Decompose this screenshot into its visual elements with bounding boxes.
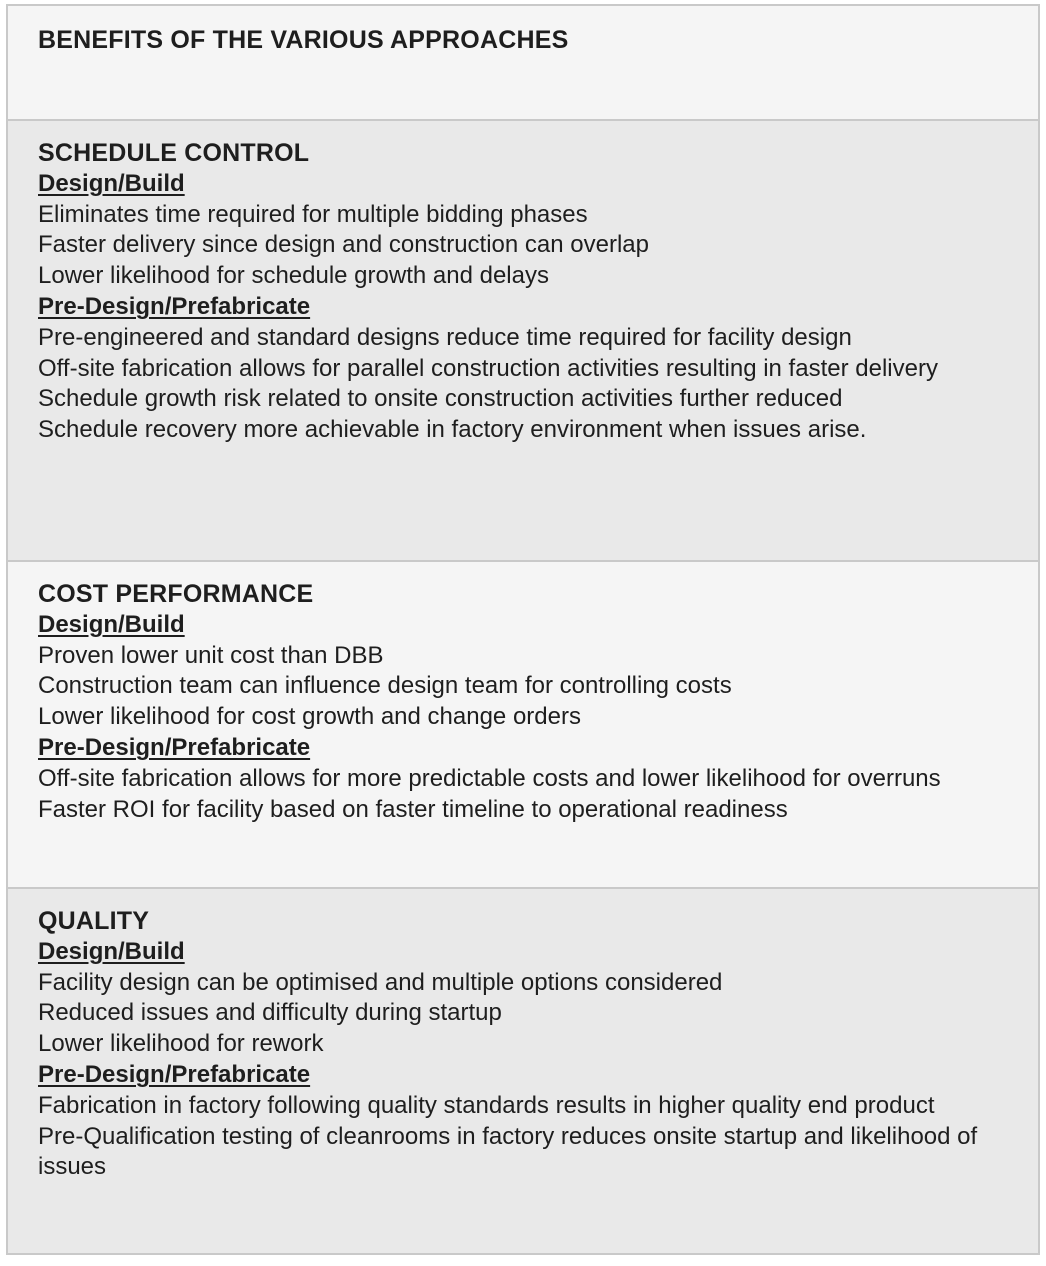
benefit-line: Pre-engineered and standard designs redu… [38,323,852,351]
subsection-heading-pre-design-prefabricate: Pre-Design/Prefabricate [38,733,311,761]
subsection-heading-design-build: Design/Build [38,169,185,197]
benefits-table: BENEFITS OF THE VARIOUS APPROACHES SCHED… [6,4,1040,1255]
benefit-line: Reduced issues and difficulty during sta… [38,999,502,1027]
benefit-line: Proven lower unit cost than DBB [38,641,384,669]
section-title: SCHEDULE CONTROL [38,139,310,167]
benefit-line: Off-site fabrication allows for more pre… [38,764,941,792]
benefit-line: Off-site fabrication allows for parallel… [38,354,938,382]
subsection-heading-design-build: Design/Build [38,937,185,965]
section-schedule-control: SCHEDULE CONTROL Design/Build Eliminates… [8,119,1038,560]
benefit-line: Construction team can influence design t… [38,672,732,700]
benefit-line: Facility design can be optimised and mul… [38,968,723,996]
section-cost-performance: COST PERFORMANCE Design/Build Proven low… [8,560,1038,887]
benefit-line: Fabrication in factory following quality… [38,1091,935,1119]
benefit-line: Lower likelihood for cost growth and cha… [38,703,581,731]
benefit-line: Pre-Qualification testing of cleanrooms … [38,1122,978,1181]
benefit-line: Eliminates time required for multiple bi… [38,200,588,228]
subsection-heading-pre-design-prefabricate: Pre-Design/Prefabricate [38,292,311,320]
benefit-line: Lower likelihood for schedule growth and… [38,262,549,290]
subsection-heading-pre-design-prefabricate: Pre-Design/Prefabricate [38,1060,311,1088]
section-title: COST PERFORMANCE [38,580,314,608]
benefit-line: Schedule growth risk related to onsite c… [38,385,843,413]
benefit-line: Faster delivery since design and constru… [38,231,649,259]
benefit-line: Faster ROI for facility based on faster … [38,795,788,823]
section-title: QUALITY [38,907,150,935]
benefit-line: Schedule recovery more achievable in fac… [38,416,867,444]
benefit-line: Lower likelihood for rework [38,1030,324,1058]
table-header-row: BENEFITS OF THE VARIOUS APPROACHES [8,6,1038,119]
section-quality: QUALITY Design/Build Facility design can… [8,887,1038,1253]
subsection-heading-design-build: Design/Build [38,610,185,638]
document-title: BENEFITS OF THE VARIOUS APPROACHES [38,26,569,54]
